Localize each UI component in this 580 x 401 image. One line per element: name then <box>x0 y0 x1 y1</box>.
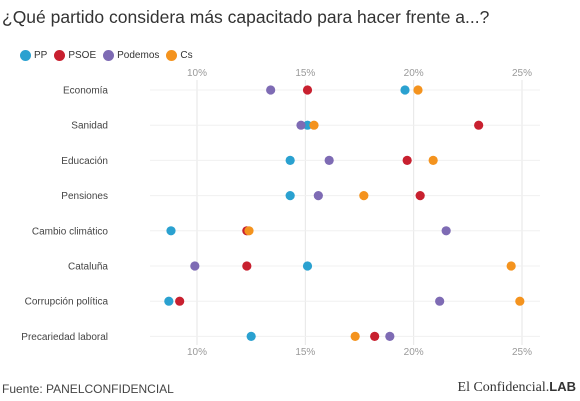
category-label: Sanidad <box>71 121 108 132</box>
data-point-psoe <box>175 296 185 306</box>
data-point-psoe <box>415 191 425 201</box>
data-point-podemos <box>190 261 200 271</box>
data-point-cs <box>428 155 438 165</box>
data-point-cs <box>506 261 516 271</box>
legend-label: PSOE <box>68 49 97 61</box>
data-point-cs <box>413 85 423 95</box>
source-note: Fuente: PANELCONFIDENCIAL <box>2 382 174 396</box>
legend-swatch <box>103 49 115 61</box>
data-point-podemos <box>435 296 445 306</box>
legend-item: PSOE <box>54 49 97 61</box>
x-tick-label-bottom: 15% <box>295 347 315 358</box>
category-label: Educación <box>61 156 108 167</box>
data-point-pp <box>164 296 174 306</box>
data-point-podemos <box>324 155 334 165</box>
legend-item: Cs <box>166 49 193 61</box>
chart-plot-area: 10% 10% 15% 15% 20% 20% 25% 25% Economía Sanidad E… <box>21 68 540 358</box>
brand-suffix: LAB <box>549 379 576 394</box>
data-point-cs <box>359 191 369 201</box>
data-point-cs <box>350 331 360 341</box>
x-tick-label-top: 10% <box>187 68 207 79</box>
data-point-pp <box>166 226 176 236</box>
data-point-psoe <box>242 261 252 271</box>
legend-label: PP <box>34 49 48 61</box>
data-point-cs <box>515 296 525 306</box>
data-point-cs <box>244 226 254 236</box>
data-point-podemos <box>385 331 395 341</box>
data-point-podemos <box>313 191 323 201</box>
data-point-cs <box>309 120 319 130</box>
data-point-pp <box>302 261 313 271</box>
data-point-pp <box>285 191 295 201</box>
chart-title: ¿Qué partido considera más capacitado pa… <box>2 7 490 27</box>
chart-legend: PP PSOE Podemos Cs <box>20 49 200 61</box>
x-tick-label-bottom: 10% <box>187 347 207 358</box>
data-point-pp <box>246 331 256 341</box>
data-point-pp <box>285 155 295 165</box>
data-point-pp <box>400 85 410 95</box>
x-tick-label-bottom: 20% <box>404 347 424 358</box>
legend-swatch <box>166 49 178 61</box>
legend-label: Cs <box>180 49 193 61</box>
brand-logo: El Confidencial.LAB <box>458 379 576 396</box>
category-label: Precariedad laboral <box>21 332 108 343</box>
x-tick-label-top: 25% <box>512 68 532 79</box>
legend-label: Podemos <box>117 49 160 61</box>
category-label: Economía <box>63 86 108 97</box>
data-point-psoe <box>474 120 484 130</box>
category-label: Cambio climático <box>32 226 109 237</box>
data-point-podemos <box>441 226 451 236</box>
category-label: Corrupción política <box>25 297 109 308</box>
x-tick-label-top: 20% <box>404 68 424 79</box>
legend-item: Podemos <box>103 49 160 61</box>
x-tick-label-bottom: 25% <box>512 347 532 358</box>
legend-swatch <box>54 49 66 61</box>
data-point-psoe <box>302 85 313 95</box>
category-label: Pensiones <box>61 191 108 202</box>
x-tick-label-top: 15% <box>295 68 315 79</box>
category-label: Cataluña <box>68 262 108 273</box>
data-point-psoe <box>402 155 412 165</box>
data-point-psoe <box>370 331 380 341</box>
legend-swatch <box>20 49 31 61</box>
legend-item: PP <box>20 49 48 61</box>
data-point-podemos <box>296 120 306 130</box>
brand-name: El Confidencial. <box>457 380 550 395</box>
data-point-pp <box>302 120 313 130</box>
data-point-podemos <box>266 85 276 95</box>
